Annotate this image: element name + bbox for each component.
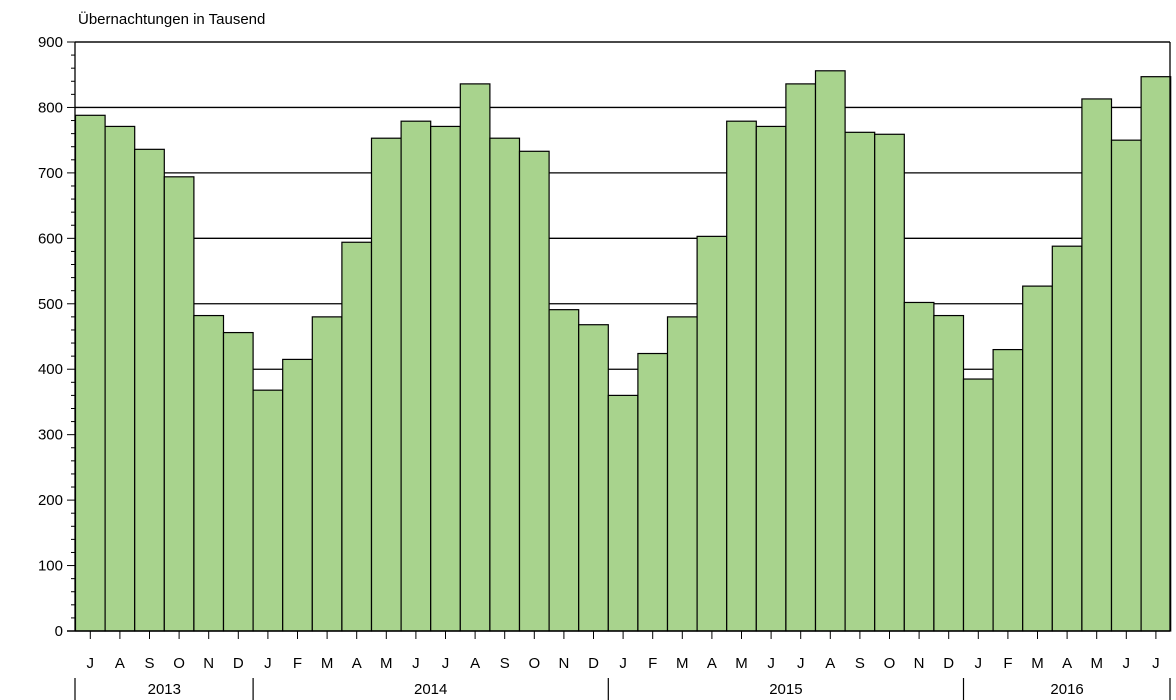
month-label: F — [648, 655, 657, 672]
bars — [74, 70, 1172, 632]
bar — [666, 316, 698, 632]
bar — [459, 83, 491, 632]
month-label: F — [293, 655, 302, 672]
bar — [992, 348, 1024, 632]
month-label: A — [707, 655, 717, 672]
bar — [341, 241, 373, 632]
bar — [962, 378, 994, 632]
bar — [193, 314, 225, 632]
month-label: M — [1090, 655, 1103, 672]
bar — [1051, 245, 1083, 632]
month-label: D — [588, 655, 599, 672]
bar — [222, 331, 254, 632]
bar — [282, 358, 313, 632]
month-label: O — [173, 655, 185, 672]
month-label: A — [825, 655, 835, 672]
month-label: J — [442, 655, 450, 672]
y-tick-label: 200 — [38, 492, 63, 509]
month-label: D — [233, 655, 244, 672]
month-label: A — [470, 655, 480, 672]
month-label: N — [914, 655, 925, 672]
y-tick-label: 600 — [38, 230, 63, 247]
month-label: J — [1152, 655, 1160, 672]
month-label: M — [735, 655, 748, 672]
bar — [518, 150, 550, 632]
month-label: F — [1003, 655, 1012, 672]
month-label: M — [321, 655, 334, 672]
bar — [726, 120, 757, 632]
bar — [134, 148, 165, 632]
month-label: A — [352, 655, 362, 672]
month-label: O — [884, 655, 896, 672]
bar — [933, 314, 965, 632]
bar — [370, 137, 402, 632]
month-label: J — [1123, 655, 1131, 672]
bar — [1022, 285, 1053, 632]
year-label: 2016 — [1050, 681, 1083, 698]
month-label: S — [500, 655, 510, 672]
y-tick-label: 800 — [38, 99, 63, 116]
y-tick-label: 0 — [55, 623, 63, 640]
month-label: M — [676, 655, 689, 672]
month-label: J — [767, 655, 775, 672]
month-label: A — [115, 655, 125, 672]
year-label: 2014 — [414, 681, 447, 698]
month-label: A — [1062, 655, 1072, 672]
bar — [607, 394, 639, 632]
month-label: J — [264, 655, 272, 672]
bar — [696, 235, 728, 632]
y-tick-label: 900 — [38, 34, 63, 51]
bar — [874, 133, 905, 632]
month-label: S — [144, 655, 154, 672]
month-label: D — [943, 655, 954, 672]
month-label: N — [558, 655, 569, 672]
year-label: 2015 — [769, 681, 802, 698]
y-tick-label: 500 — [38, 296, 63, 313]
bar — [430, 125, 461, 632]
axes — [67, 41, 1171, 639]
month-label: S — [855, 655, 865, 672]
bar — [400, 120, 432, 632]
month-label: J — [619, 655, 627, 672]
month-label: M — [380, 655, 393, 672]
month-label: J — [87, 655, 95, 672]
bar — [252, 389, 284, 632]
bar — [814, 70, 846, 632]
month-label: J — [412, 655, 420, 672]
month-label: M — [1031, 655, 1044, 672]
y-tick-label: 100 — [38, 558, 63, 575]
bar — [844, 131, 876, 632]
bar — [163, 176, 195, 632]
y-tick-label: 300 — [38, 427, 63, 444]
bar — [755, 125, 787, 632]
month-label: J — [975, 655, 983, 672]
bar — [311, 316, 343, 632]
month-label: J — [797, 655, 805, 672]
bar — [578, 324, 609, 632]
bar — [637, 352, 669, 632]
bar — [74, 114, 106, 632]
month-label: O — [528, 655, 540, 672]
bar — [548, 309, 580, 632]
y-axis-label: Übernachtungen in Tausend — [78, 10, 265, 28]
bar — [1140, 76, 1172, 632]
bar — [903, 301, 935, 632]
month-label: N — [203, 655, 214, 672]
year-labels: 2013 2014 2015 2016 — [74, 678, 1171, 700]
y-tick-labels: 0 100 200 300 400 500 600 700 800 900 — [38, 34, 63, 640]
bar — [1081, 98, 1113, 632]
bar — [489, 137, 521, 632]
bar — [1110, 139, 1142, 632]
y-tick-label: 700 — [38, 165, 63, 182]
y-tick-label: 400 — [38, 361, 63, 378]
year-label: 2013 — [148, 681, 181, 698]
bar — [785, 83, 817, 632]
bar — [104, 125, 136, 632]
